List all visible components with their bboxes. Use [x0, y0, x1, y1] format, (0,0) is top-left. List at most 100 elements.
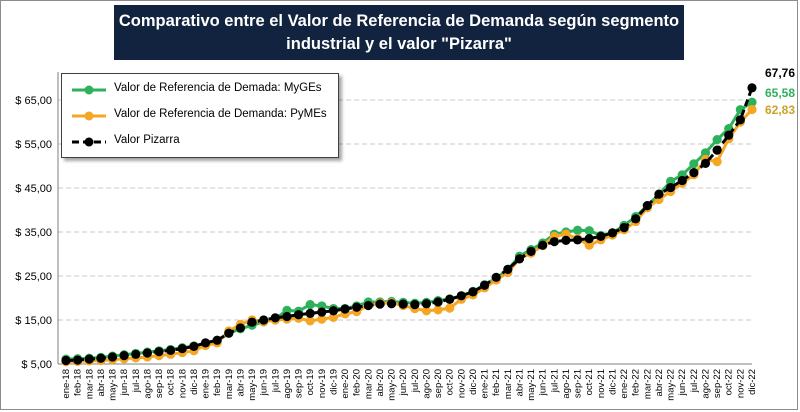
x-tick-label: nov-22	[735, 369, 746, 398]
data-point-series-2	[305, 308, 315, 318]
x-tick-label: may-18	[108, 369, 119, 401]
x-tick-label: nov-18	[177, 369, 188, 398]
x-tick-label: ago-21	[561, 369, 572, 399]
data-point-series-2	[572, 235, 583, 245]
data-point-series-2	[386, 299, 397, 309]
data-point-series-2	[561, 235, 571, 245]
x-tick-label: jun-19	[259, 369, 270, 396]
data-point-series-0	[747, 97, 757, 107]
x-tick-label: ago-19	[282, 369, 293, 399]
x-tick-label: jun-21	[538, 369, 549, 396]
x-tick-label: mar-20	[363, 369, 374, 399]
x-tick-label: jun-20	[398, 369, 409, 396]
data-point-series-2	[270, 313, 280, 323]
x-tick-label: dic-21	[607, 369, 618, 395]
x-tick-label: ago-18	[142, 369, 153, 399]
data-point-series-2	[666, 182, 676, 193]
data-point-series-2	[177, 344, 187, 354]
x-tick-label: abr-22	[654, 369, 665, 396]
data-point-series-2	[607, 228, 618, 238]
chart-legend: Valor de Referencia de Demada: MyGEs Val…	[61, 73, 339, 158]
data-point-series-2	[724, 130, 734, 140]
data-point-series-2	[398, 299, 408, 309]
x-tick-label: ene-20	[340, 369, 351, 399]
data-point-series-2	[631, 214, 641, 224]
y-tick-label: $ 65,00	[15, 95, 52, 107]
data-point-series-2	[340, 304, 350, 314]
data-point-series-1	[584, 240, 594, 250]
x-tick-label: sep-19	[294, 369, 305, 398]
data-point-series-1	[433, 305, 443, 315]
x-tick-label: ene-18	[61, 369, 72, 399]
x-tick-label: may-21	[526, 369, 537, 401]
data-point-series-1	[712, 157, 722, 167]
legend-swatch-pymes	[72, 111, 106, 121]
legend-label-pizarra: Valor Pizarra	[114, 134, 180, 146]
x-tick-label: abr-19	[235, 369, 246, 396]
data-point-series-2	[654, 189, 664, 199]
x-tick-label: ago-22	[700, 369, 711, 399]
x-tick-label: abr-20	[375, 369, 386, 396]
data-point-series-2	[526, 246, 536, 256]
data-point-series-2	[503, 264, 513, 274]
x-tick-label: oct-18	[166, 369, 177, 395]
data-point-series-2	[642, 201, 652, 211]
data-point-series-2	[700, 158, 711, 168]
x-tick-label: sep-22	[712, 369, 723, 398]
chart-title-line-2: industrial y el valor "Pizarra"	[286, 35, 512, 53]
data-point-series-2	[293, 310, 304, 320]
chart-title: Comparativo entre el Valor de Referencia…	[114, 5, 684, 60]
x-tick-label: dic-18	[189, 369, 200, 395]
data-point-series-1	[305, 316, 315, 326]
x-tick-label: nov-21	[596, 369, 607, 398]
x-tick-label: jun-22	[677, 369, 688, 396]
x-tick-label: oct-22	[724, 369, 735, 395]
legend-swatch-pizarra	[72, 137, 106, 147]
y-tick-label: $ 45,00	[15, 183, 52, 195]
legend-label-myges: Valor de Referencia de Demada: MyGEs	[114, 82, 322, 94]
data-point-series-2	[73, 355, 83, 365]
x-tick-label: ene-21	[480, 369, 491, 399]
y-tick-label: $ 5,00	[21, 359, 52, 371]
data-point-series-2	[433, 297, 443, 307]
data-point-series-2	[468, 287, 478, 297]
x-tick-label: may-20	[387, 369, 398, 401]
data-point-series-2	[119, 351, 129, 361]
y-tick-label: $ 15,00	[15, 315, 52, 327]
data-point-series-2	[142, 348, 152, 358]
data-point-series-2	[549, 237, 559, 247]
end-label-myges: 65,58	[765, 86, 796, 100]
x-tick-label: ago-20	[421, 369, 432, 399]
x-tick-label: dic-20	[468, 369, 479, 395]
end-label-pymes: 62,83	[765, 103, 796, 117]
data-point-series-2	[479, 280, 490, 290]
data-point-series-0	[572, 225, 583, 235]
data-point-series-2	[96, 353, 106, 363]
data-point-series-1	[317, 314, 327, 324]
data-point-series-2	[189, 341, 199, 351]
x-tick-label: feb-21	[491, 369, 502, 396]
legend-item-myges: Valor de Referencia de Demada: MyGEs	[70, 80, 338, 100]
data-point-series-2	[456, 291, 466, 301]
data-point-series-2	[154, 347, 164, 357]
data-point-series-2	[514, 254, 525, 264]
data-point-series-2	[352, 302, 362, 312]
data-point-series-2	[712, 145, 722, 155]
data-point-series-2	[445, 294, 455, 304]
x-tick-label: mar-21	[503, 369, 514, 399]
x-tick-label: jul-18	[131, 369, 142, 393]
chart-title-line-1: Comparativo entre el Valor de Referencia…	[118, 12, 680, 30]
legend-item-pymes: Valor de Referencia de Demanda: PyMEs	[70, 106, 338, 126]
x-tick-label: jul-19	[270, 369, 281, 393]
data-point-series-2	[61, 355, 71, 366]
data-point-series-1	[328, 312, 339, 322]
data-point-series-1	[421, 306, 432, 316]
data-point-series-2	[689, 168, 699, 178]
x-tick-label: feb-22	[631, 369, 642, 396]
x-tick-label: abr-21	[514, 369, 525, 396]
data-point-series-0	[584, 226, 594, 236]
data-point-series-2	[212, 335, 222, 345]
data-point-series-2	[375, 299, 385, 309]
data-point-series-2	[747, 83, 757, 93]
